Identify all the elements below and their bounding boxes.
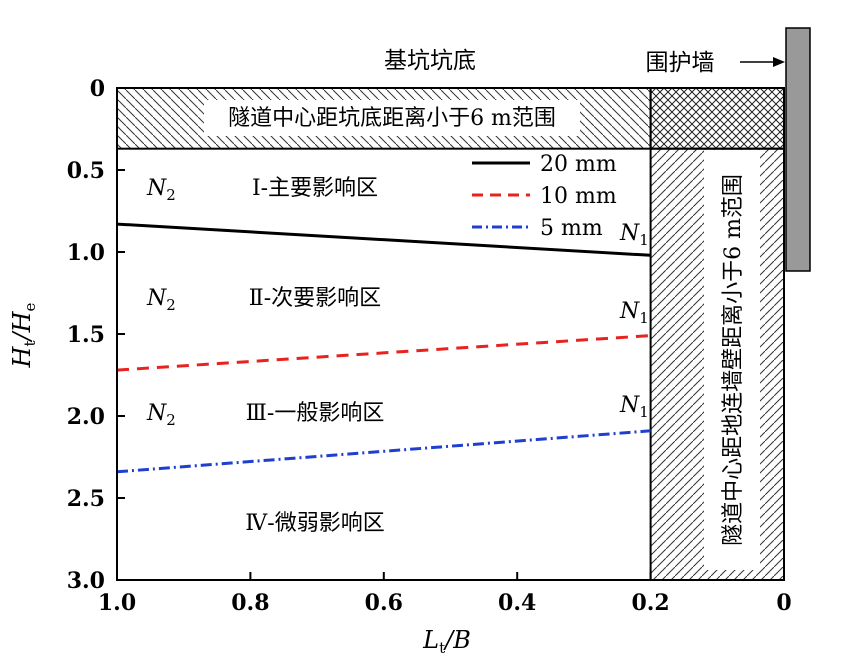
x-tick-label: 0.4 xyxy=(498,590,536,616)
x-axis-title: Lt/B xyxy=(422,626,471,657)
x-tick-label: 1.0 xyxy=(98,590,136,616)
retaining-wall-label: 围护墙 xyxy=(646,50,715,76)
series-line-10mm xyxy=(116,334,651,372)
zone-2-label: Ⅱ-次要影响区 xyxy=(249,286,381,311)
retaining-wall xyxy=(785,27,811,272)
legend-label-10mm: 10 mm xyxy=(540,184,617,209)
y-tick-label: 2.0 xyxy=(67,404,105,430)
x-tick-label: 0.6 xyxy=(365,590,403,616)
series-line-20mm xyxy=(116,222,651,257)
y-tick-label: 1.5 xyxy=(67,322,105,348)
n1-marker-3: N1 xyxy=(619,393,649,421)
n1-marker-1: N1 xyxy=(619,221,649,249)
wall-band-label-bg xyxy=(704,150,760,570)
legend: 20 mm 10 mm 5 mm xyxy=(472,152,617,241)
zone-3-label: Ⅲ-一般影响区 xyxy=(246,401,385,426)
series-line-5mm xyxy=(116,429,651,474)
legend-label-20mm: 20 mm xyxy=(540,152,617,177)
y-axis-title: Ht/He xyxy=(8,302,39,368)
n2-marker-2: N2 xyxy=(146,286,176,314)
wall-band-label: 隧道中心距地连墙壁距离小于6 m范围 xyxy=(721,174,746,546)
legend-label-5mm: 5 mm xyxy=(540,216,603,241)
x-tick-label: 0.8 xyxy=(231,590,269,616)
pit-bottom-label: 基坑坑底 xyxy=(384,48,476,74)
n2-marker-1: N2 xyxy=(146,176,176,204)
region-corner-box xyxy=(649,87,785,150)
zone-1-label: Ⅰ-主要影响区 xyxy=(252,176,378,201)
n2-marker-3: N2 xyxy=(146,401,176,429)
y-tick-label: 0 xyxy=(90,76,105,102)
y-tick-label: 1.0 xyxy=(67,240,105,266)
n1-marker-2: N1 xyxy=(619,299,649,327)
bottom-band-label-bg xyxy=(204,100,580,136)
x-tick-label: 0.2 xyxy=(631,590,669,616)
y-tick-label: 0.5 xyxy=(67,158,105,184)
x-tick-label: 0 xyxy=(776,590,791,616)
y-tick-label: 3.0 xyxy=(67,568,105,594)
zone-4-label: Ⅳ-微弱影响区 xyxy=(245,511,384,536)
y-tick-label: 2.5 xyxy=(67,486,105,512)
bottom-band-label: 隧道中心距坑底距离小于6 m范围 xyxy=(228,106,556,131)
wall-arrow-head xyxy=(773,57,785,67)
